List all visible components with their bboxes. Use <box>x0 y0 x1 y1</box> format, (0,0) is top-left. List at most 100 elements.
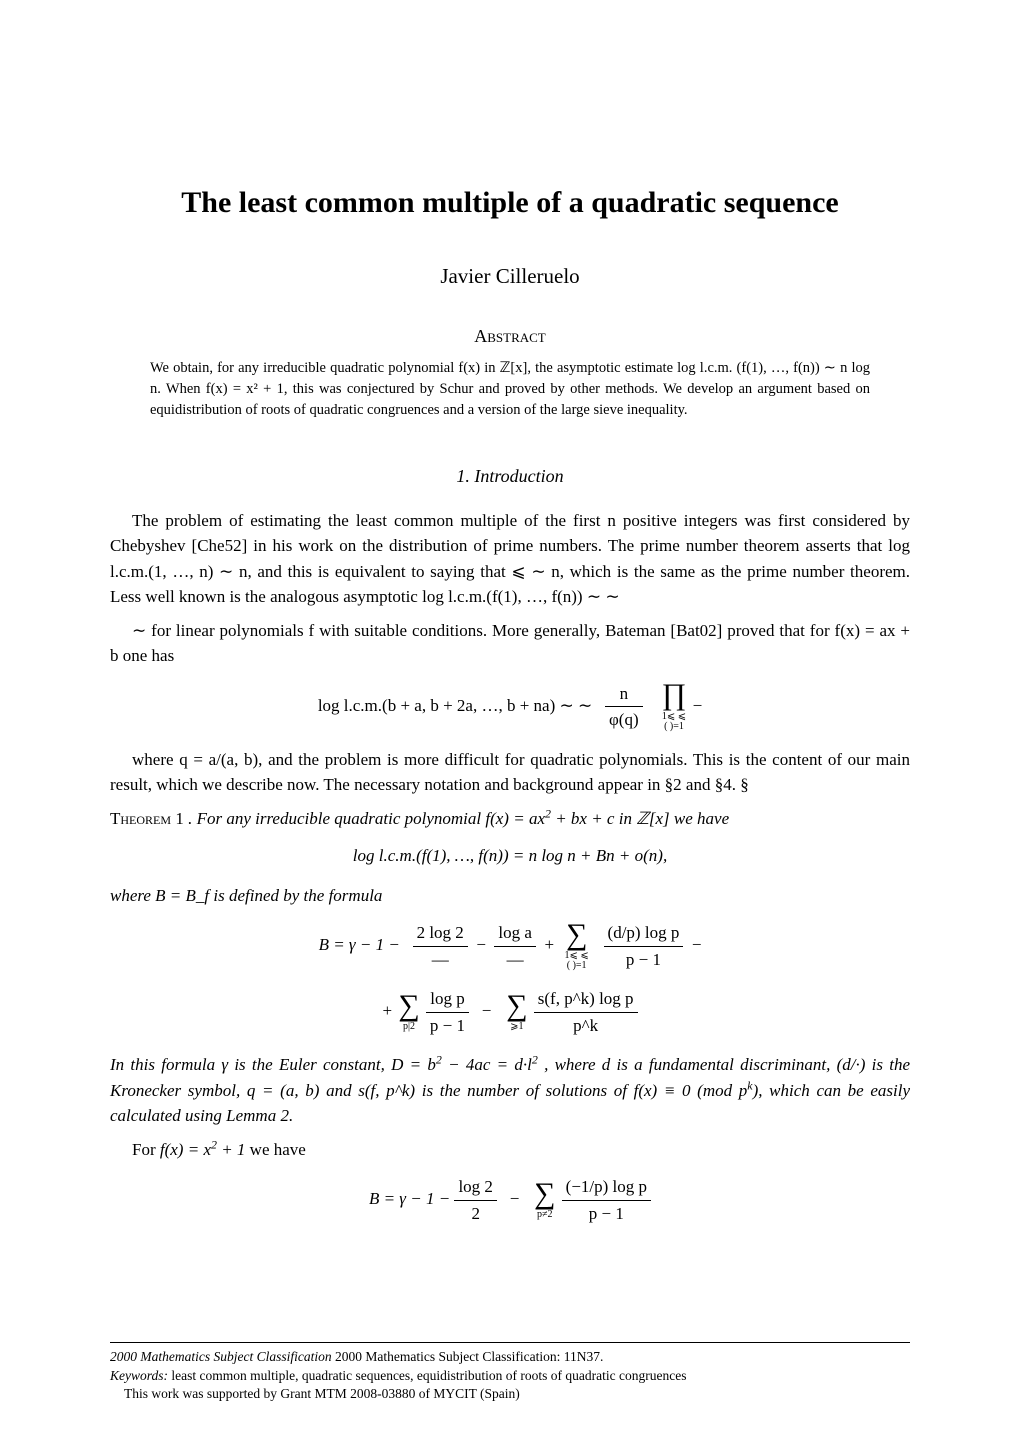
display-equation-4: + ∑ p|2 log p p − 1 − ∑ ⩾1 s(f, p^k) log… <box>110 986 910 1038</box>
paragraph-5: For f(x) = x2 + 1 we have <box>110 1137 910 1163</box>
p5-text: For f(x) = x2 + 1 we have <box>132 1140 306 1159</box>
p4-kron: (d/·) <box>837 1055 866 1074</box>
frac2-den: p − 1 <box>604 947 684 973</box>
frac1-den: — <box>494 947 536 973</box>
p4-b: is the Euler constant, <box>234 1055 391 1074</box>
disp4-frac-a: log p p − 1 <box>426 986 469 1038</box>
frac-b-num: s(f, p^k) log p <box>534 986 638 1013</box>
p4-cong: f(x) ≡ 0 (mod pk), <box>634 1081 763 1100</box>
frac0-den: — <box>413 947 468 973</box>
section-heading: 1. Introduction <box>110 463 910 490</box>
p4-d: is a fundamental discriminant, <box>617 1055 837 1074</box>
frac-b-den: p^k <box>534 1013 638 1039</box>
p4-c: , where <box>544 1055 602 1074</box>
product-sub-b: ( )=1 <box>662 722 687 732</box>
sum2-sub: ⩾1 <box>506 1022 527 1032</box>
disp5-frac2: (−1/p) log p p − 1 <box>562 1174 651 1226</box>
p4-d-sym: d <box>602 1055 611 1074</box>
display-equation-3: B = γ − 1 − 2 log 2 — − log a — + ∑ 1⩽ ⩽… <box>110 920 910 972</box>
frac-a-num: log p <box>426 986 469 1013</box>
frac-den: φ(q) <box>605 707 643 733</box>
section-ref: § <box>740 775 749 794</box>
disp5-frac1-den: 2 <box>454 1201 496 1227</box>
where-line: where B = B_f is defined by the formula <box>110 883 910 909</box>
sim-symbol-3: ∼ <box>132 621 151 640</box>
disp3-a: B = γ − 1 − <box>319 935 400 954</box>
thm-poly: f(x) = ax2 + bx + c <box>485 809 618 828</box>
disp4-sum1: ∑ p|2 <box>398 992 419 1033</box>
disp5-a: B = γ − 1 − <box>369 1189 455 1208</box>
frac-a-den: p − 1 <box>426 1013 469 1039</box>
theorem-1: Theorem 1 . For any irreducible quadrati… <box>110 806 910 832</box>
disp1-tail: − <box>693 695 703 714</box>
disp5-frac1-num: log 2 <box>454 1174 496 1201</box>
p4-s: s(f, p^k) <box>358 1081 415 1100</box>
keywords-value: least common multiple, quadratic sequenc… <box>168 1368 686 1383</box>
lcm-text: l.c.m. <box>379 846 416 865</box>
disp3-frac0: 2 log 2 — <box>413 920 468 972</box>
display-equation-2: log l.c.m.(f(1), …, f(n)) = n log n + Bn… <box>110 843 910 869</box>
display-equation-1: log l.c.m.(b + a, b + 2a, …, b + na) ∼ ∼… <box>110 681 910 733</box>
disp3-sum: ∑ 1⩽ ⩽ ( )=1 <box>565 921 589 972</box>
paragraph-3: where q = a/(a, b), and the problem is m… <box>110 747 910 798</box>
disp1-sim: ∼ <box>578 695 601 714</box>
frac0-num: 2 log 2 <box>413 920 468 947</box>
sum1-sub: p|2 <box>398 1022 419 1032</box>
disp5-sum-sub: p≠2 <box>534 1210 555 1220</box>
disp4-mid: − <box>478 1001 496 1020</box>
disp5-frac1: log 2 2 <box>454 1174 496 1226</box>
where-sym: B = B_f <box>155 886 209 905</box>
disp1-left: log l.c.m.(b + a, b + 2a, …, b + na) ∼ <box>318 695 578 714</box>
thm-text-c: we have <box>674 809 729 828</box>
disp5-b: − <box>505 1189 523 1208</box>
frac1-num: log a <box>494 920 536 947</box>
abstract-heading: Abstract <box>110 323 910 350</box>
abstract-text: We obtain, for any irreducible quadratic… <box>110 358 910 421</box>
where-b: is defined by the formula <box>213 886 382 905</box>
thm-ring: ℤ[x] <box>636 809 674 828</box>
paper-author: Javier Cilleruelo <box>110 261 910 293</box>
p4-a: In this formula <box>110 1055 221 1074</box>
p4-disc: D = b2 − 4ac = d·l2 <box>391 1055 538 1074</box>
disp3-frac1: log a — <box>494 920 536 972</box>
msc-label: 2000 Mathematics Subject Classification <box>110 1349 332 1364</box>
disp5-frac2-den: p − 1 <box>562 1201 651 1227</box>
disp1-product: ∏ 1⩽ ⩽ ( )=1 <box>662 681 687 732</box>
msc-line: 2000 Mathematics Subject Classification … <box>110 1348 910 1366</box>
sum-symbol-4: ∑ <box>534 1177 555 1210</box>
paragraph-4: In this formula γ is the Euler constant,… <box>110 1052 910 1129</box>
disp4-frac-b: s(f, p^k) log p p^k <box>534 986 638 1038</box>
product-symbol: ∏ <box>662 678 687 711</box>
sim-symbol: ⩽ <box>511 562 531 581</box>
sum-symbol-3: ∑ <box>506 989 527 1022</box>
paragraph-2: ∼ for linear polynomials f with suitable… <box>110 618 910 669</box>
sum-symbol: ∑ <box>566 918 587 951</box>
p4-f: and <box>326 1081 358 1100</box>
theorem-label: Theorem <box>110 809 171 828</box>
disp4-a: + <box>382 1001 396 1020</box>
sum-sub-b: ( )=1 <box>565 961 589 971</box>
section-title: Introduction <box>474 466 563 486</box>
disp3-frac2: (d/p) log p p − 1 <box>604 920 684 972</box>
disp5-frac2-num: (−1/p) log p <box>562 1174 651 1201</box>
sum-symbol-2: ∑ <box>398 989 419 1022</box>
thm-text-a: . For any irreducible quadratic polynomi… <box>188 809 485 828</box>
disp4-sum2: ∑ ⩾1 <box>506 992 527 1033</box>
disp1-fraction: n φ(q) <box>605 681 643 733</box>
thm-text-b: in <box>619 809 636 828</box>
ack-text: This work was supported by Grant MTM 200… <box>124 1386 520 1401</box>
acknowledgment-line: This work was supported by Grant MTM 200… <box>110 1385 910 1403</box>
p4-q: q = (a, b) <box>247 1081 320 1100</box>
paper-title: The least common multiple of a quadratic… <box>110 180 910 225</box>
keywords-label: Keywords: <box>110 1368 168 1383</box>
keywords-line: Keywords: least common multiple, quadrat… <box>110 1367 910 1385</box>
p4-g: is the number of solutions of <box>422 1081 634 1100</box>
msc-value: 2000 Mathematics Subject Classification:… <box>332 1349 604 1364</box>
paragraph-1: The problem of estimating the least comm… <box>110 508 910 610</box>
frac-num: n <box>605 681 643 708</box>
theorem-number: 1 <box>175 809 184 828</box>
frac2-num: (d/p) log p <box>604 920 684 947</box>
sim-symbol-2: ∼ <box>605 587 619 606</box>
disp5-sum: ∑ p≠2 <box>534 1180 555 1221</box>
page-footer: 2000 Mathematics Subject Classification … <box>110 1342 910 1403</box>
